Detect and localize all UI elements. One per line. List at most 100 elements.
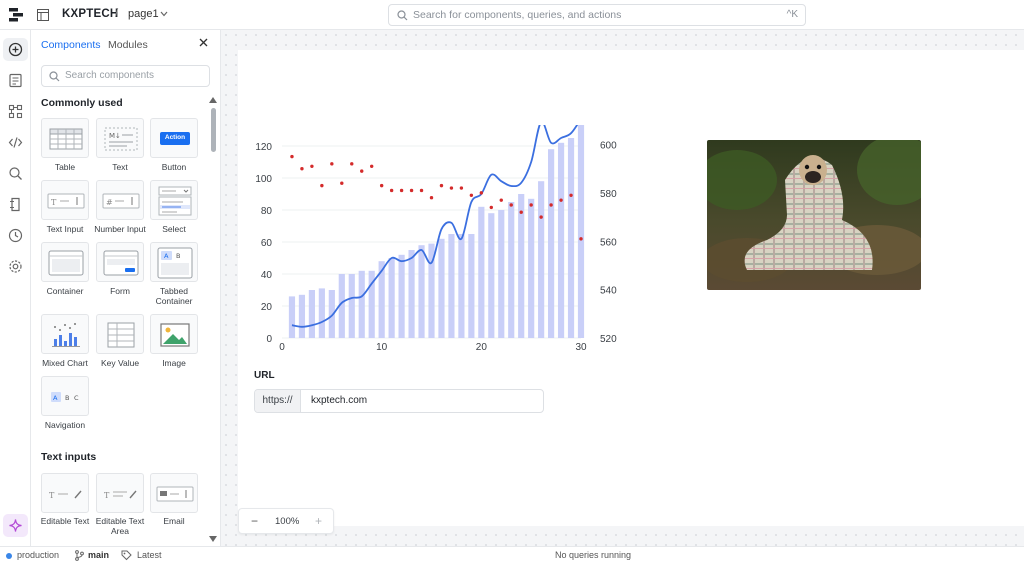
svg-text:#: #	[106, 198, 113, 207]
component-tile-key-value[interactable]	[96, 314, 144, 354]
chart-scatter-point	[429, 196, 434, 200]
component-tile-text-input[interactable]: T	[41, 180, 89, 220]
section-commonly-used: Commonly used	[41, 97, 123, 109]
zoom-control: − 100% +	[238, 508, 334, 534]
state-icon[interactable]	[8, 197, 23, 212]
y-left-tick-label: 100	[255, 174, 272, 185]
component-tile-image[interactable]	[150, 314, 198, 354]
chart-scatter-point	[539, 215, 543, 219]
close-icon[interactable]	[199, 38, 208, 47]
zoom-in-button[interactable]: +	[315, 514, 323, 528]
component-tile-number-input[interactable]: #	[96, 180, 144, 220]
chart-scatter-point	[330, 162, 334, 166]
app-logo-icon[interactable]	[9, 8, 23, 22]
component-tile-editable-text-area[interactable]: T	[96, 473, 144, 513]
svg-text:A: A	[53, 394, 58, 402]
editable-text-area-icon: T	[104, 490, 137, 500]
y-left-tick-label: 120	[255, 142, 272, 153]
chart-scatter-point	[419, 188, 424, 193]
svg-text:C: C	[74, 394, 79, 402]
tabbed-container-icon: A B	[157, 247, 193, 279]
component-tile-text[interactable]: M↓	[96, 118, 144, 158]
chart-bar	[368, 270, 375, 338]
app-name[interactable]: KXPTECH	[62, 8, 119, 20]
code-icon[interactable]	[8, 135, 23, 150]
component-search-input[interactable]: Search components	[41, 65, 210, 87]
history-icon[interactable]	[8, 228, 23, 243]
search-icon[interactable]	[8, 166, 23, 181]
markdown-text-icon: M↓	[104, 127, 138, 151]
global-search-input[interactable]: Search for components, queries, and acti…	[388, 4, 806, 26]
zoom-out-button[interactable]: −	[251, 514, 259, 528]
chart-line-series	[291, 125, 579, 328]
chevron-down-icon[interactable]	[160, 11, 168, 17]
select-icon	[158, 186, 192, 216]
y-left-tick-label: 40	[261, 270, 273, 281]
chart-bar	[428, 243, 435, 338]
page-name[interactable]: page1	[128, 8, 159, 20]
url-input[interactable]: https:// kxptech.com	[254, 389, 544, 413]
component-tree-icon[interactable]	[8, 104, 23, 119]
y-right-tick-label: 540	[600, 286, 617, 297]
tile-label: Navigation	[44, 420, 86, 430]
scroll-down-arrow-icon[interactable]	[209, 536, 217, 542]
tile-label: Email	[163, 516, 185, 526]
y-right-tick-label: 560	[600, 237, 617, 248]
page-layout-icon[interactable]	[37, 9, 49, 21]
chart-scatter-point	[340, 181, 344, 185]
chart-bar	[508, 202, 515, 338]
chart-bar	[288, 296, 296, 338]
chart-bar	[557, 142, 565, 338]
pages-icon[interactable]	[8, 73, 23, 88]
chart-bar	[498, 210, 505, 338]
search-icon	[49, 71, 60, 82]
tab-components[interactable]: Components	[41, 39, 101, 51]
environment-status-dot	[6, 553, 12, 559]
chart-bar	[478, 206, 485, 338]
chart-bar	[388, 258, 395, 338]
component-tile-button[interactable]: Action	[150, 118, 198, 158]
component-tile-email[interactable]	[150, 473, 198, 513]
panel-scrollbar-thumb[interactable]	[211, 108, 216, 152]
branch-name[interactable]: main	[88, 550, 110, 560]
chart-scatter-point	[399, 188, 404, 193]
chart-bar	[328, 290, 335, 338]
chart-bar	[538, 181, 545, 338]
tile-label: Table	[54, 162, 76, 172]
y-left-tick-label: 60	[261, 238, 273, 249]
component-tile-navigation[interactable]: A B C	[41, 376, 89, 416]
ai-assist-sparkle-icon[interactable]	[8, 518, 23, 533]
tab-modules[interactable]: Modules	[108, 39, 148, 51]
add-component-icon[interactable]	[8, 42, 23, 57]
component-tile-form[interactable]	[96, 242, 144, 282]
search-placeholder: Search for components, queries, and acti…	[413, 9, 622, 21]
chart-bar	[548, 149, 555, 338]
settings-gear-icon[interactable]	[8, 259, 23, 274]
zoom-level[interactable]: 100%	[275, 516, 300, 527]
chart-scatter-point	[549, 203, 553, 207]
component-tile-tabbed-container[interactable]: A B	[150, 242, 198, 282]
chart-bar	[318, 288, 325, 338]
environment-label[interactable]: production	[17, 550, 60, 560]
component-tile-select[interactable]	[150, 180, 198, 220]
button-icon	[160, 132, 190, 145]
chart-scatter-point	[409, 188, 414, 193]
tile-label: Form	[110, 286, 130, 296]
chart-bar	[298, 294, 306, 338]
tile-label: Number Input	[94, 224, 146, 234]
scroll-up-arrow-icon[interactable]	[209, 97, 217, 103]
mixed-chart[interactable]: 0 20 40 60 80 100 120 520 540 560 580 600 0 10 20 30	[238, 125, 633, 360]
table-icon	[49, 128, 83, 150]
tag-icon	[121, 550, 132, 561]
y-left-tick-label: 0	[266, 334, 272, 345]
component-tile-mixed-chart[interactable]	[41, 314, 89, 354]
component-tile-editable-text[interactable]: T	[41, 473, 89, 513]
component-tile-table[interactable]	[41, 118, 89, 158]
chart-scatter-point	[370, 164, 374, 168]
chart-bar	[408, 250, 415, 338]
version-label[interactable]: Latest	[137, 550, 162, 560]
chart-scatter-point	[509, 203, 513, 207]
component-tile-container[interactable]	[41, 242, 89, 282]
editable-text-icon: T	[49, 490, 82, 500]
dog-photo-image[interactable]	[707, 140, 921, 290]
